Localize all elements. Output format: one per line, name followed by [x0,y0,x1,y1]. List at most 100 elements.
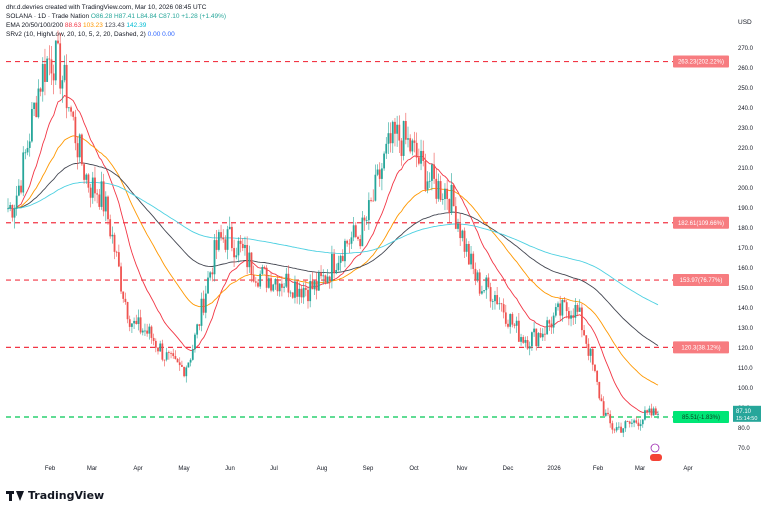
candle-body [387,133,390,144]
candle-body [583,330,585,336]
last-price-countdown: 15:14:50 [736,416,757,422]
candle-body [448,198,451,213]
candle-body [302,287,305,298]
candle-body [609,414,612,424]
candle-body [215,240,218,250]
candle-body [524,340,527,343]
candle-body [326,276,329,283]
candle-body [133,320,135,324]
candle-body [87,174,90,188]
sr-legend[interactable]: SRv2 (10, High/Low, 20, 10, 5, 2, 20, Da… [6,30,226,39]
candle-body [648,408,651,412]
candle-body [41,63,44,92]
candle-body [104,196,107,212]
candle-body [207,277,209,294]
candle-body [83,164,85,180]
level-label-text: 263.23(202.22%) [678,60,724,66]
candle-body [61,80,64,89]
candle-body [122,291,125,299]
ema50-line [7,135,659,386]
candle-body [370,200,372,201]
candle-body [59,43,62,89]
candle-body [289,292,292,294]
candle-body [437,181,440,199]
candle-body [31,109,33,142]
candle-body [459,223,462,239]
candle-body [376,169,379,175]
x-tick-label: Feb [593,466,604,472]
level-label-text: 85.51(-1.83%) [682,415,720,421]
candles [7,30,659,438]
candle-body [594,364,596,371]
x-tick-label: Nov [457,466,468,472]
candle-body [350,237,353,244]
candle-body [33,102,35,110]
candle-body [641,419,644,425]
candle-body [44,63,46,82]
candle-body [367,200,370,221]
x-tick-label: Oct [409,466,419,472]
candle-body [333,253,335,274]
y-tick-label: 130.0 [738,326,754,332]
candle-body [407,138,409,140]
candle-body [50,59,53,74]
candle-body [196,324,199,335]
candle-body [607,412,609,415]
candle-body [624,421,627,429]
candle-body [504,312,507,324]
candle-body [126,302,129,320]
level-label-box [673,410,729,423]
candle-body [417,157,420,164]
candle-body [102,181,105,212]
candle-body [454,206,457,229]
candle-body [578,307,581,312]
ema-legend[interactable]: EMA 20/50/100/200 88.63 103.23 123.43 14… [6,21,226,30]
candle-body [202,298,205,313]
candle-body [541,333,544,338]
candle-body [304,287,307,290]
y-tick-label: 180.0 [738,226,754,232]
candle-body [428,180,431,182]
candle-body [613,429,616,431]
candle-body [141,330,144,333]
y-tick-label: 170.0 [738,246,754,252]
candle-body [163,359,166,361]
candle-body [198,324,201,326]
candle-body [285,273,288,287]
candle-body [276,279,279,292]
candle-body [354,225,357,237]
y-tick-label: 210.0 [738,166,754,172]
candle-body [24,152,27,154]
candle-body [115,251,118,253]
candle-body [589,348,592,356]
candle-body [57,40,59,44]
y-tick-label: 250.0 [738,86,754,92]
level-label-text: 182.61(109.66%) [678,221,724,227]
candle-body [254,281,257,283]
candle-body [470,253,472,265]
y-tick-label: 160.0 [738,266,754,272]
ema50-value: 103.23 [83,22,103,29]
candle-body [267,278,270,288]
candle-body [400,140,403,156]
candle-body [257,282,259,287]
candle-body [539,333,542,338]
candle-body [550,323,553,328]
candle-body [537,333,540,347]
candle-body [17,185,20,196]
candle-body [74,116,77,144]
candle-body [565,302,568,312]
candle-body [287,273,290,293]
candle-body [602,401,605,416]
last-price-value: 87.10 [736,409,752,415]
candle-body [450,184,453,213]
candle-body [85,174,88,180]
candle-body [35,102,38,118]
y-tick-label: 270.0 [738,46,754,52]
candle-body [63,64,66,81]
candle-body [252,274,255,282]
candle-body [622,428,625,433]
candle-body [587,343,590,356]
chart-header: dhr.d.devries created with TradingView.c… [6,3,226,39]
